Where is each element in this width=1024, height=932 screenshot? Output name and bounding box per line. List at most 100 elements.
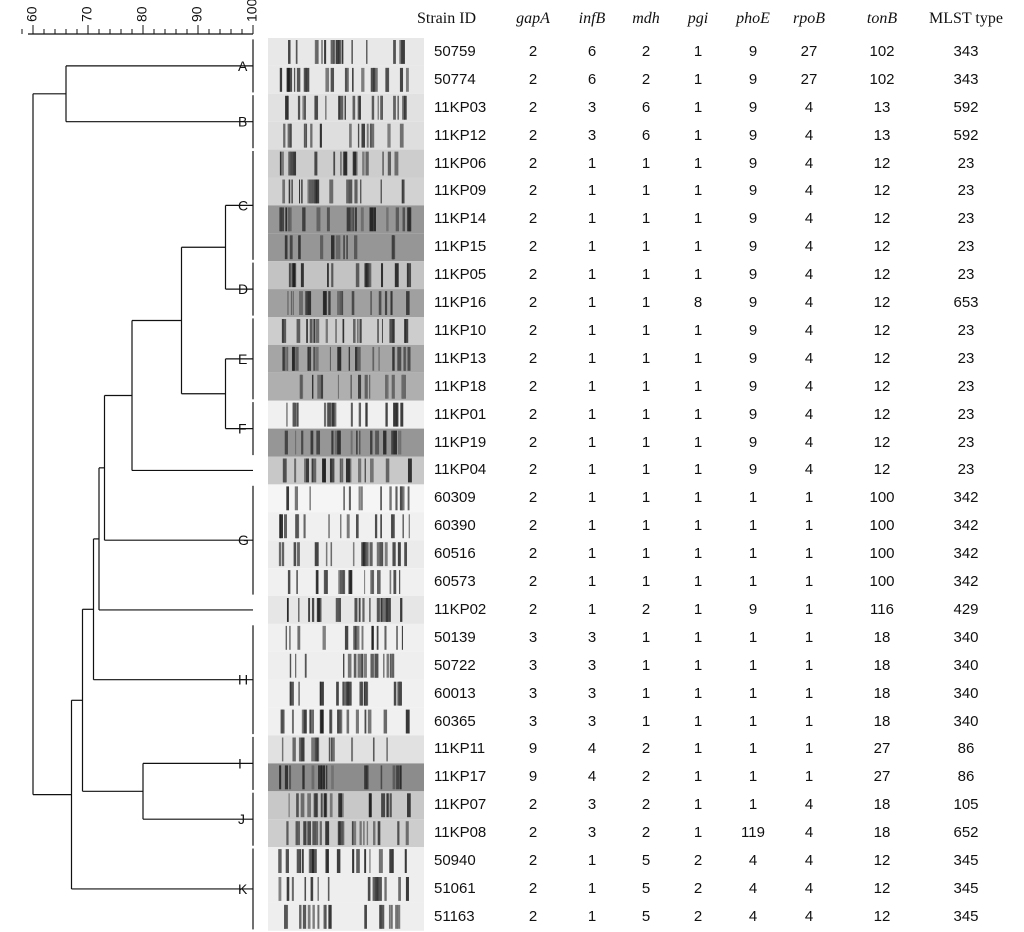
gel-lane xyxy=(268,679,424,708)
cluster-label: B xyxy=(238,114,247,130)
table-cell: 1 xyxy=(748,712,758,730)
table-cell: 1 xyxy=(641,377,651,395)
table-cell: 2 xyxy=(528,461,538,479)
table-cell: 2 xyxy=(528,405,538,423)
table-cell: 12 xyxy=(873,405,891,423)
gel-lane xyxy=(268,233,424,262)
strain-id-cell: 11KP08 xyxy=(434,824,487,842)
table-cell: 9 xyxy=(748,294,758,312)
strain-id-cell: 50759 xyxy=(434,42,476,60)
table-cell: 343 xyxy=(953,42,979,60)
table-cell: 23 xyxy=(957,321,975,339)
gel-lane xyxy=(268,651,424,680)
table-cell: 2 xyxy=(641,42,651,60)
table-cell: 1 xyxy=(693,349,703,367)
gel-band-images xyxy=(268,38,424,931)
table-cell: 2 xyxy=(641,740,651,758)
table-cell: 9 xyxy=(748,321,758,339)
table-cell: 2 xyxy=(528,294,538,312)
table-cell: 1 xyxy=(804,768,814,786)
table-cell: 27 xyxy=(800,70,818,88)
strain-id-cell: 11KP04 xyxy=(434,461,487,479)
table-cell: 2 xyxy=(528,545,538,563)
table-cell: 4 xyxy=(804,405,814,423)
column-header: Strain ID xyxy=(417,10,477,27)
table-cell: 12 xyxy=(873,349,891,367)
table-cell: 9 xyxy=(748,182,758,200)
table-cell: 1 xyxy=(748,796,758,814)
table-cell: 5 xyxy=(641,852,651,870)
strain-id-cell: 11KP03 xyxy=(434,98,487,116)
strain-id-cell: 11KP09 xyxy=(434,182,487,200)
table-cell: 12 xyxy=(873,433,891,451)
table-cell: 23 xyxy=(957,154,975,172)
table-cell: 1 xyxy=(804,712,814,730)
table-cell: 1 xyxy=(587,545,597,563)
strain-id-cell: 11KP19 xyxy=(434,433,487,451)
table-cell: 1 xyxy=(641,154,651,172)
table-cell: 1 xyxy=(641,210,651,228)
column-header: infB xyxy=(578,10,606,27)
gel-lane xyxy=(268,38,424,66)
table-cell: 1 xyxy=(748,489,758,507)
table-cell: 1 xyxy=(641,182,651,200)
table-cell: 342 xyxy=(953,489,979,507)
table-cell: 1 xyxy=(693,266,703,284)
table-cell: 23 xyxy=(957,266,975,284)
table-cell: 1 xyxy=(641,433,651,451)
strain-id-cell: 11KP18 xyxy=(434,377,487,395)
table-cell: 2 xyxy=(528,238,538,256)
table-cell: 9 xyxy=(528,740,538,758)
table-cell: 1 xyxy=(804,628,814,646)
cluster-label: K xyxy=(238,881,248,897)
table-cell: 4 xyxy=(804,98,814,116)
table-cell: 340 xyxy=(953,628,979,646)
table-cell: 3 xyxy=(587,98,597,116)
table-cell: 1 xyxy=(641,712,651,730)
table-cell: 1 xyxy=(804,656,814,674)
cluster-label: I xyxy=(238,755,242,771)
table-cell: 23 xyxy=(957,210,975,228)
table-cell: 2 xyxy=(641,600,651,618)
table-cell: 6 xyxy=(587,70,597,88)
gel-lane xyxy=(268,205,424,234)
table-cell: 2 xyxy=(693,852,703,870)
column-header: phoE xyxy=(736,10,770,27)
table-cell: 1 xyxy=(641,238,651,256)
table-cell: 2 xyxy=(528,517,538,535)
table-cell: 18 xyxy=(873,824,891,842)
table-cell: 1 xyxy=(748,768,758,786)
table-cell: 345 xyxy=(953,852,979,870)
table-cell: 2 xyxy=(528,182,538,200)
table-cell: 2 xyxy=(528,210,538,228)
table-cell: 4 xyxy=(804,907,814,925)
table-cell: 1 xyxy=(804,740,814,758)
gel-lane xyxy=(268,456,424,485)
table-cell: 4 xyxy=(587,740,597,758)
table-cell: 342 xyxy=(953,545,979,563)
gel-lane xyxy=(268,65,424,94)
cluster-label: H xyxy=(238,672,248,688)
gel-lane xyxy=(268,540,424,569)
gel-lane xyxy=(268,344,424,373)
table-cell: 23 xyxy=(957,349,975,367)
table-cell: 105 xyxy=(953,796,979,814)
table-cell: 1 xyxy=(587,879,597,897)
table-cell: 2 xyxy=(641,70,651,88)
table-cell: 1 xyxy=(804,573,814,591)
table-cell: 1 xyxy=(587,349,597,367)
table-cell: 1 xyxy=(693,489,703,507)
table-cell: 1 xyxy=(693,600,703,618)
table-cell: 1 xyxy=(587,321,597,339)
table-cell: 1 xyxy=(804,517,814,535)
table-cell: 1 xyxy=(587,489,597,507)
cluster-label: D xyxy=(238,281,248,297)
table-cell: 4 xyxy=(804,824,814,842)
table-cell: 3 xyxy=(528,656,538,674)
table-cell: 1 xyxy=(748,573,758,591)
gel-lane xyxy=(268,902,424,931)
table-cell: 13 xyxy=(873,98,891,116)
table-cell: 23 xyxy=(957,238,975,256)
dendrogram-tree xyxy=(32,39,254,930)
